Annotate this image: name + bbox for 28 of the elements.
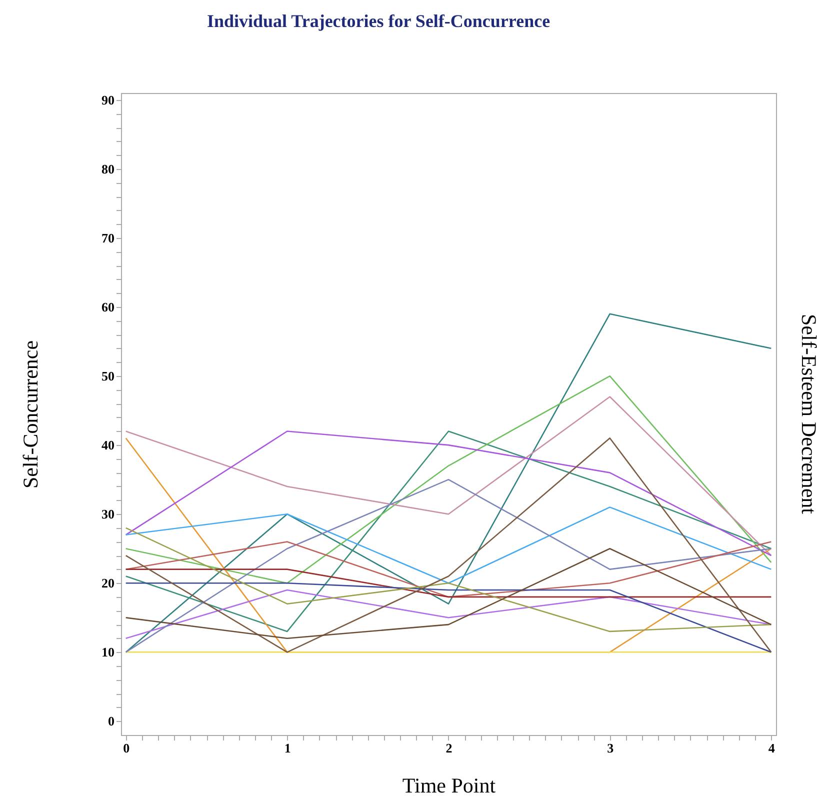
line-series — [125, 506, 772, 584]
y-axis-title: Self-Concurrence — [18, 340, 42, 489]
y-tick-label: 0 — [108, 714, 114, 729]
y-tick-label: 20 — [102, 576, 114, 591]
line-series — [125, 396, 772, 556]
line-series — [125, 313, 772, 653]
y2-axis-title: Self-Esteem Decrement — [797, 314, 817, 514]
x-tick-label: 0 — [123, 740, 130, 756]
line-series — [125, 375, 772, 584]
y-tick-label: 70 — [102, 230, 114, 246]
x-tick-label: 3 — [607, 740, 614, 756]
x-tick-label: 4 — [768, 740, 776, 756]
line-series — [125, 430, 772, 556]
y-tick-label: 90 — [102, 92, 114, 108]
y-tick-label: 30 — [102, 506, 114, 522]
y-tick-label: 60 — [102, 300, 114, 314]
chart-title: Individual Trajectories for Self-Concurrence — [206, 11, 550, 31]
x-tick-label: 2 — [446, 740, 452, 756]
y-tick-label: 40 — [102, 438, 114, 453]
line-series — [125, 541, 772, 598]
y-tick-label: 80 — [102, 161, 114, 176]
y-tick-label: 10 — [102, 644, 114, 660]
x-tick-label: 1 — [284, 740, 291, 756]
line-series — [125, 527, 772, 632]
line-series — [125, 548, 772, 640]
line-series — [125, 478, 772, 653]
y-tick-label: 50 — [102, 368, 114, 384]
x-axis-title: Time Point — [402, 774, 496, 798]
